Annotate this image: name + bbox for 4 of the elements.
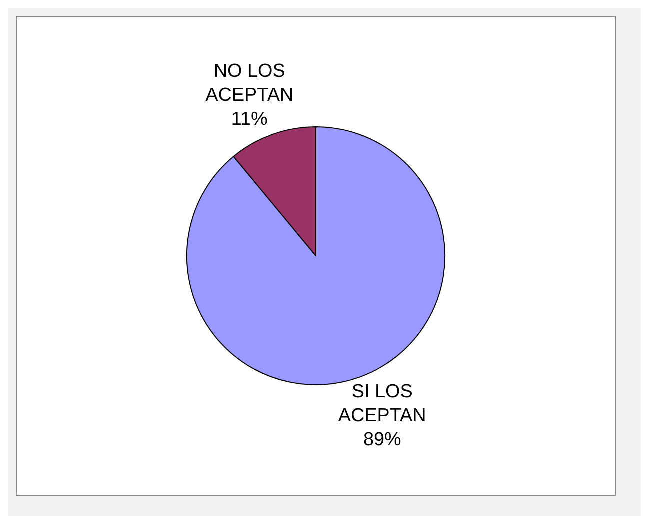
data-label: 11% <box>231 108 268 130</box>
data-label: 89% <box>363 429 402 450</box>
slice-label: NO LOS ACEPTAN <box>206 61 294 106</box>
slice-label: SI LOS ACEPTAN <box>338 381 426 426</box>
